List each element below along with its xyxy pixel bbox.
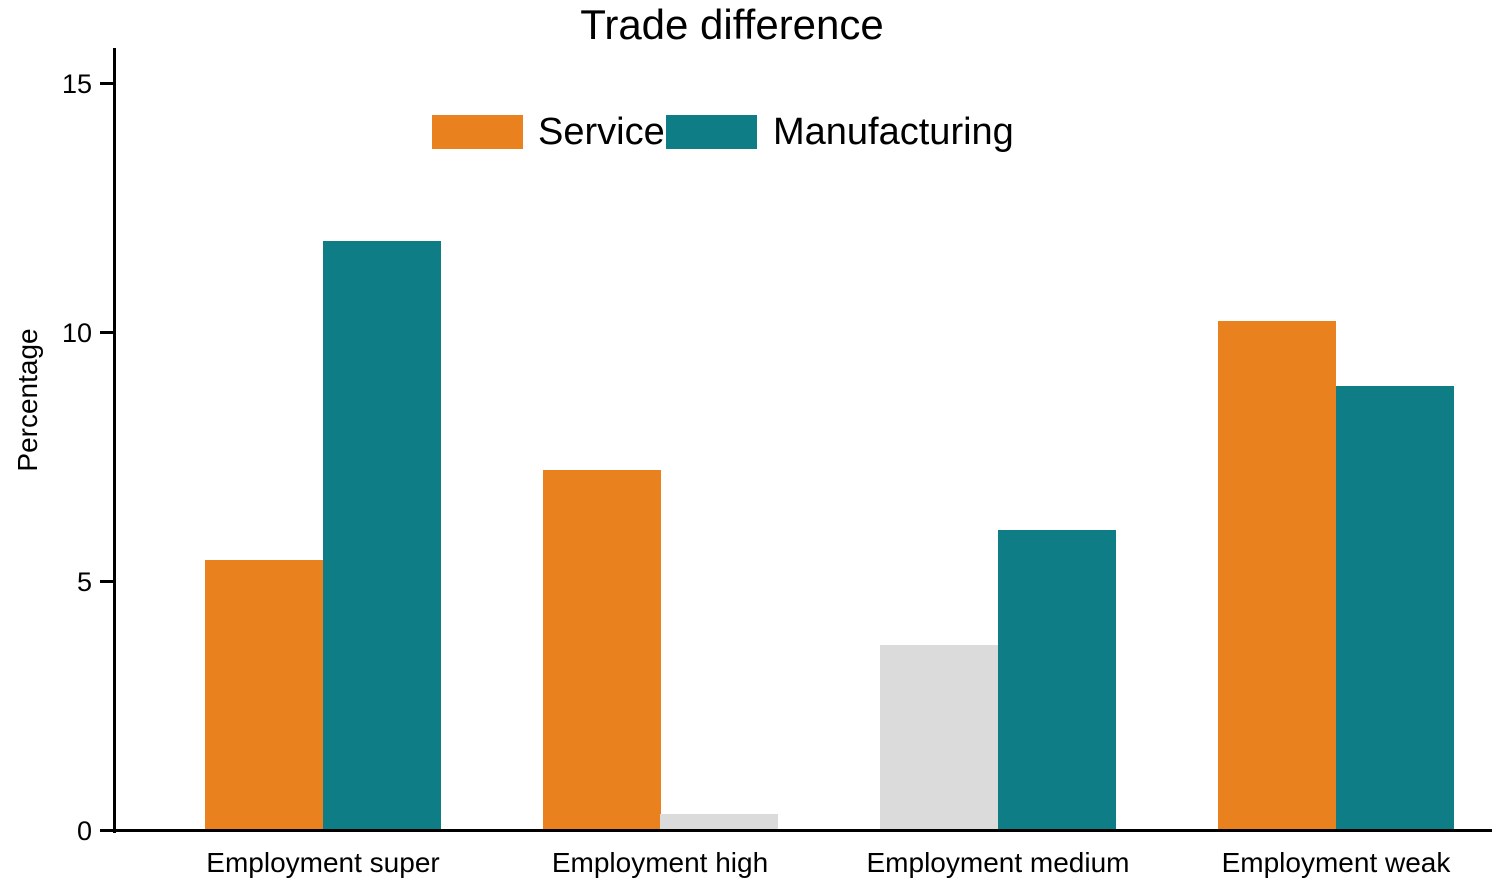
- bar-services-employment-high: [543, 470, 661, 829]
- legend-label-services: Services: [538, 111, 684, 153]
- x-axis-line: [113, 829, 1492, 832]
- legend-label-manufacturing: Manufacturing: [773, 111, 1014, 153]
- bar-services-employment-medium: [880, 645, 998, 829]
- legend-swatch-services: [432, 115, 523, 149]
- x-label-employment-weak: Employment weak: [1221, 847, 1451, 878]
- y-tick-0: [100, 829, 114, 832]
- bar-manufacturing-employment-high: [660, 814, 778, 829]
- y-tick-label-0: 0: [76, 816, 92, 846]
- y-tick-label-5: 5: [76, 567, 92, 597]
- y-tick-label-15: 15: [61, 69, 92, 99]
- bar-services-employment-weak: [1218, 321, 1336, 829]
- y-tick-5: [100, 580, 114, 583]
- chart-title: Trade difference: [580, 1, 884, 48]
- y-tick-15: [100, 82, 114, 85]
- y-axis-line: [113, 48, 116, 833]
- y-tick-label-10: 10: [61, 318, 92, 348]
- bar-manufacturing-employment-medium: [998, 530, 1116, 829]
- x-label-employment-super: Employment super: [206, 847, 440, 878]
- y-tick-10: [100, 331, 114, 334]
- x-label-employment-high: Employment high: [551, 847, 769, 878]
- bar-services-employment-super: [205, 560, 323, 829]
- legend-swatch-manufacturing: [666, 115, 757, 149]
- x-label-employment-medium: Employment medium: [866, 847, 1130, 878]
- bar-manufacturing-employment-weak: [1336, 386, 1454, 829]
- bar-manufacturing-employment-super: [323, 241, 441, 829]
